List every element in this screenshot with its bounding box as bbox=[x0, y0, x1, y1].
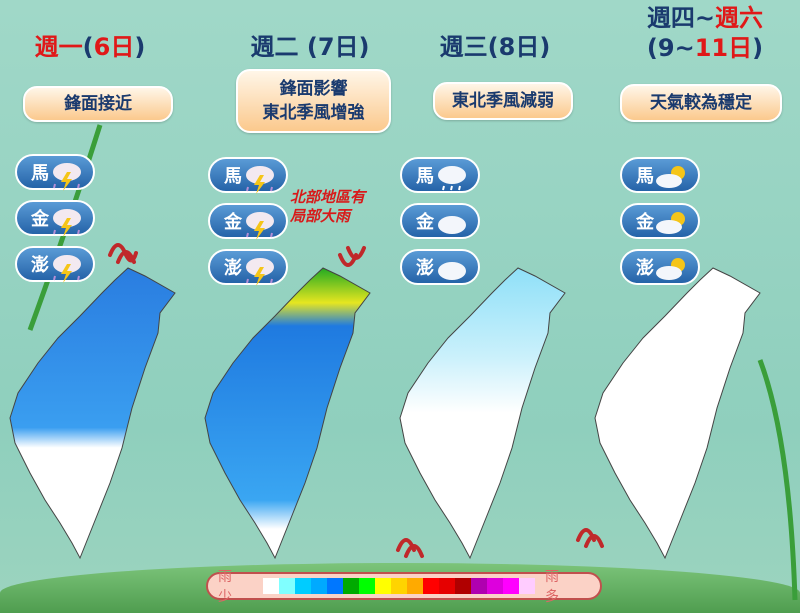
day-header-monday: 週一(6日) bbox=[34, 33, 146, 61]
island-name: 馬 bbox=[636, 166, 654, 187]
island-name: 金 bbox=[416, 212, 434, 233]
map-wednesday bbox=[399, 267, 566, 559]
legend-swatch bbox=[295, 578, 311, 594]
cloud-icon bbox=[438, 262, 466, 280]
island-name: 馬 bbox=[224, 166, 242, 187]
sun-cloud-icon bbox=[656, 212, 685, 234]
summary-thursday-saturday: 天氣較為穩定 bbox=[620, 84, 782, 122]
legend-swatch bbox=[471, 578, 487, 594]
legend-swatch bbox=[263, 578, 279, 594]
island-badge: 馬 bbox=[620, 157, 700, 193]
island-name: 馬 bbox=[31, 163, 49, 184]
legend-swatch bbox=[423, 578, 439, 594]
island-name: 馬 bbox=[416, 166, 434, 187]
legend-swatch bbox=[375, 578, 391, 594]
sun-cloud-icon bbox=[656, 166, 685, 188]
island-name: 澎 bbox=[224, 258, 242, 279]
island-name: 金 bbox=[224, 212, 242, 233]
legend-swatch bbox=[343, 578, 359, 594]
thunderstorm-rain-icon bbox=[53, 163, 81, 191]
legend-swatch bbox=[519, 578, 535, 594]
day-header-thursday-saturday: 週四~週六 (9~11日) bbox=[646, 4, 764, 62]
thunderstorm-rain-icon bbox=[246, 212, 274, 240]
legend-swatch bbox=[439, 578, 455, 594]
island-name: 金 bbox=[636, 212, 654, 233]
summary-tuesday: 鋒面影響 東北季風增強 bbox=[236, 69, 391, 133]
island-badge: 馬 bbox=[15, 154, 95, 191]
legend-swatch bbox=[487, 578, 503, 594]
thunderstorm-rain-icon bbox=[246, 258, 274, 286]
day-header-tuesday: 週二 (7日) bbox=[250, 33, 370, 61]
island-badge: 金 bbox=[620, 203, 700, 239]
island-badge: 金 bbox=[15, 200, 95, 237]
island-badge: 金 bbox=[400, 203, 480, 239]
day-header-wednesday: 週三(8日) bbox=[439, 33, 551, 61]
legend-swatch bbox=[279, 578, 295, 594]
wind-icon bbox=[396, 538, 424, 558]
thunderstorm-rain-icon bbox=[53, 209, 81, 237]
legend-swatch bbox=[359, 578, 375, 594]
summary-wednesday: 東北季風減弱 bbox=[433, 82, 573, 120]
legend-swatch bbox=[455, 578, 471, 594]
thunderstorm-rain-icon bbox=[246, 166, 274, 194]
legend-swatch bbox=[407, 578, 423, 594]
summary-monday: 鋒面接近 bbox=[23, 86, 173, 122]
island-badge: 馬 bbox=[208, 157, 288, 194]
legend-swatch bbox=[503, 578, 519, 594]
rainfall-legend: 雨 少 雨 多 bbox=[206, 569, 602, 605]
legend-swatch bbox=[327, 578, 343, 594]
cloud-rain-icon bbox=[438, 166, 466, 191]
island-name: 澎 bbox=[636, 258, 654, 279]
wind-icon bbox=[338, 246, 366, 267]
grass-decoration bbox=[757, 359, 798, 601]
cloud-icon bbox=[438, 216, 466, 234]
island-name: 澎 bbox=[31, 255, 49, 276]
legend-high-label: 雨 多 bbox=[545, 569, 565, 605]
wind-icon bbox=[108, 243, 138, 264]
legend-swatch bbox=[391, 578, 407, 594]
heavy-rain-note: 北部地區有 局部大雨 bbox=[290, 188, 366, 225]
island-badge: 澎 bbox=[620, 249, 700, 285]
island-badge: 金 bbox=[208, 203, 288, 240]
island-badge: 澎 bbox=[15, 246, 95, 283]
thunderstorm-rain-icon bbox=[53, 255, 81, 283]
island-name: 澎 bbox=[416, 258, 434, 279]
legend-low-label: 雨 少 bbox=[218, 569, 238, 605]
sun-cloud-icon bbox=[656, 258, 685, 280]
island-name: 金 bbox=[31, 209, 49, 230]
island-badge: 澎 bbox=[400, 249, 480, 285]
map-thursday-saturday bbox=[594, 267, 761, 559]
wind-icon bbox=[576, 528, 604, 548]
island-badge: 澎 bbox=[208, 249, 288, 286]
island-badge: 馬 bbox=[400, 157, 480, 193]
legend-swatch bbox=[311, 578, 327, 594]
map-tuesday bbox=[204, 267, 371, 559]
